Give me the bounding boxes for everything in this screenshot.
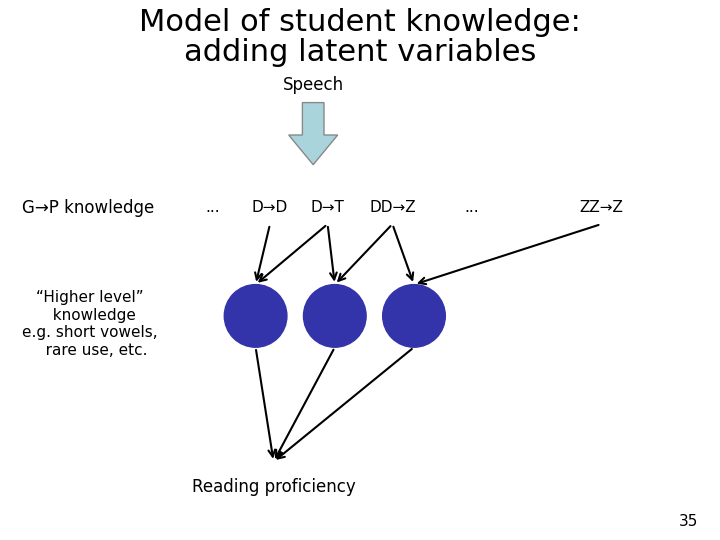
Text: ...: ... xyxy=(205,200,220,215)
Text: Reading proficiency: Reading proficiency xyxy=(192,478,356,496)
Text: Speech: Speech xyxy=(283,77,343,94)
Ellipse shape xyxy=(382,285,445,347)
Text: ZZ→Z: ZZ→Z xyxy=(580,200,623,215)
Text: ...: ... xyxy=(464,200,479,215)
Ellipse shape xyxy=(304,285,366,347)
Text: Model of student knowledge:: Model of student knowledge: xyxy=(139,8,581,37)
Text: D→T: D→T xyxy=(310,200,345,215)
Polygon shape xyxy=(289,103,338,165)
Text: 35: 35 xyxy=(679,514,698,529)
Text: D→D: D→D xyxy=(252,200,288,215)
Text: “Higher level”
  knowledge
e.g. short vowels,
   rare use, etc.: “Higher level” knowledge e.g. short vowe… xyxy=(22,291,157,357)
Ellipse shape xyxy=(225,285,287,347)
Text: DD→Z: DD→Z xyxy=(369,200,415,215)
Text: G→P knowledge: G→P knowledge xyxy=(22,199,154,217)
Text: adding latent variables: adding latent variables xyxy=(184,38,536,67)
